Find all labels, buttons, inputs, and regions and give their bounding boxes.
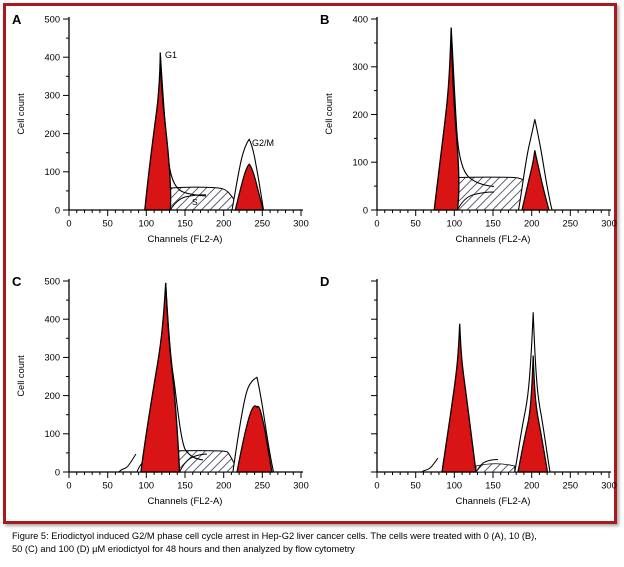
svg-text:400: 400 bbox=[44, 315, 60, 325]
svg-text:100: 100 bbox=[447, 219, 463, 229]
svg-text:150: 150 bbox=[177, 219, 193, 229]
svg-text:Channels (FL2-A): Channels (FL2-A) bbox=[148, 234, 223, 245]
svg-text:Cell count: Cell count bbox=[16, 93, 26, 135]
svg-text:Cell count: Cell count bbox=[16, 355, 26, 397]
svg-text:200: 200 bbox=[216, 219, 232, 229]
svg-text:Channels (FL2-A): Channels (FL2-A) bbox=[148, 496, 223, 507]
svg-text:Channels (FL2-A): Channels (FL2-A) bbox=[456, 234, 531, 245]
svg-text:250: 250 bbox=[563, 219, 579, 229]
svg-text:250: 250 bbox=[255, 219, 271, 229]
svg-text:300: 300 bbox=[601, 481, 617, 491]
svg-text:50: 50 bbox=[411, 219, 421, 229]
svg-text:500: 500 bbox=[44, 276, 60, 286]
svg-text:250: 250 bbox=[255, 481, 271, 491]
svg-text:200: 200 bbox=[44, 129, 60, 139]
svg-text:50: 50 bbox=[103, 219, 113, 229]
svg-text:150: 150 bbox=[177, 481, 193, 491]
svg-text:200: 200 bbox=[524, 481, 540, 491]
svg-text:50: 50 bbox=[411, 481, 421, 491]
svg-text:200: 200 bbox=[44, 391, 60, 401]
svg-text:300: 300 bbox=[293, 219, 309, 229]
svg-text:50: 50 bbox=[103, 481, 113, 491]
svg-text:0: 0 bbox=[66, 219, 71, 229]
svg-text:150: 150 bbox=[485, 219, 501, 229]
svg-text:300: 300 bbox=[293, 481, 309, 491]
svg-text:Cell count: Cell count bbox=[324, 93, 334, 135]
svg-text:0: 0 bbox=[374, 481, 379, 491]
svg-text:300: 300 bbox=[601, 219, 617, 229]
svg-text:200: 200 bbox=[216, 481, 232, 491]
svg-text:0: 0 bbox=[363, 205, 368, 215]
svg-text:0: 0 bbox=[55, 205, 60, 215]
svg-text:100: 100 bbox=[447, 481, 463, 491]
svg-text:250: 250 bbox=[563, 481, 579, 491]
svg-text:Channels (FL2-A): Channels (FL2-A) bbox=[456, 496, 531, 507]
svg-text:300: 300 bbox=[44, 353, 60, 363]
svg-text:200: 200 bbox=[352, 110, 368, 120]
svg-text:500: 500 bbox=[44, 14, 60, 24]
svg-text:100: 100 bbox=[44, 167, 60, 177]
svg-text:100: 100 bbox=[44, 429, 60, 439]
svg-text:400: 400 bbox=[352, 14, 368, 24]
svg-text:0: 0 bbox=[66, 481, 71, 491]
svg-text:200: 200 bbox=[524, 219, 540, 229]
svg-text:100: 100 bbox=[139, 481, 155, 491]
svg-text:G2/M: G2/M bbox=[252, 138, 274, 148]
svg-text:S: S bbox=[192, 197, 198, 207]
svg-text:300: 300 bbox=[44, 91, 60, 101]
svg-text:0: 0 bbox=[55, 467, 60, 477]
svg-text:300: 300 bbox=[352, 62, 368, 72]
svg-text:150: 150 bbox=[485, 481, 501, 491]
svg-text:0: 0 bbox=[374, 219, 379, 229]
svg-text:100: 100 bbox=[352, 158, 368, 168]
svg-text:G1: G1 bbox=[165, 50, 177, 60]
svg-text:100: 100 bbox=[139, 219, 155, 229]
svg-text:400: 400 bbox=[44, 53, 60, 63]
